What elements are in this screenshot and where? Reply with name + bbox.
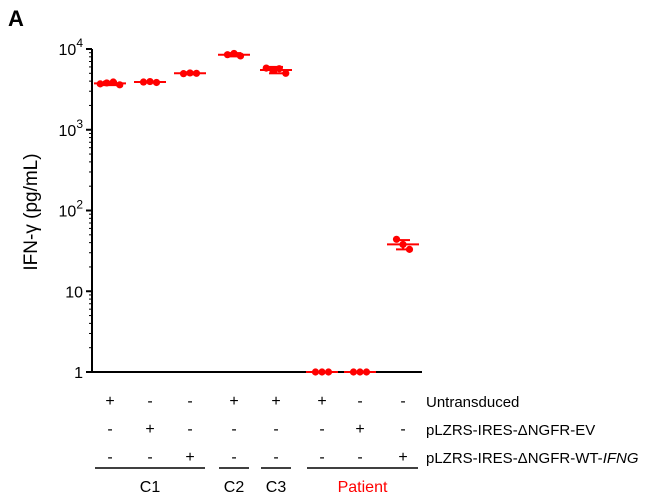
- data-point: [405, 245, 414, 253]
- y-tick-exponent: 3: [76, 117, 83, 131]
- y-tick-label: 1: [74, 365, 83, 382]
- condition-sign: -: [357, 393, 362, 410]
- data-point: [116, 81, 124, 89]
- y-tick-label: 103: [59, 117, 84, 140]
- data-point: [230, 49, 238, 58]
- condition-sign: -: [357, 449, 362, 466]
- data-point: [311, 368, 320, 376]
- condition-label: Untransduced: [426, 394, 519, 411]
- condition-label: pLZRS-IRES-ΔNGFR-EV: [426, 422, 595, 439]
- condition-label-text: pLZRS-IRES-ΔNGFR-WT-: [426, 450, 603, 467]
- data-point: [103, 79, 111, 87]
- y-tick-label: 102: [59, 198, 84, 221]
- group-label: C1: [140, 479, 161, 496]
- data-point: [399, 240, 407, 249]
- y-tick-exponent: 2: [76, 198, 83, 212]
- sample-column-2: [134, 77, 166, 87]
- y-tick-base: 10: [59, 42, 77, 59]
- condition-sign: -: [107, 449, 112, 466]
- condition-sign: -: [231, 449, 236, 466]
- data-point: [192, 69, 201, 77]
- condition-sign: -: [231, 421, 236, 438]
- condition-sign: -: [107, 421, 112, 438]
- condition-sign: +: [229, 393, 238, 410]
- sample-column-7: [344, 368, 376, 376]
- sample-column-5: [260, 64, 292, 77]
- y-axis-label: IFN-γ (pg/mL): [21, 153, 42, 270]
- group-label: C2: [224, 479, 245, 496]
- sample-groups: C1 C2 C3 Patient: [95, 467, 418, 496]
- data-point: [392, 235, 401, 243]
- condition-sign: -: [187, 393, 192, 410]
- condition-sign: -: [147, 393, 152, 410]
- data-point: [269, 66, 277, 74]
- data-point: [262, 64, 270, 72]
- condition-sign: -: [273, 449, 278, 466]
- y-tick-base: 10: [59, 123, 77, 140]
- condition-sign: -: [273, 421, 278, 438]
- sample-column-3: [174, 69, 206, 78]
- y-tick-label: 104: [59, 36, 84, 59]
- condition-sign: +: [185, 449, 194, 466]
- y-tick-base: 10: [59, 204, 77, 221]
- group-label: C3: [266, 479, 287, 496]
- y-tick-base: 10: [65, 284, 83, 301]
- data-point: [362, 368, 371, 376]
- data-point: [223, 51, 232, 59]
- data-points: [94, 49, 419, 376]
- condition-sign: -: [319, 421, 324, 438]
- sample-column-8: [387, 235, 419, 253]
- data-point: [96, 80, 104, 88]
- data-point: [109, 78, 117, 86]
- condition-sign: +: [271, 393, 280, 410]
- condition-label-gene: IFNG: [603, 450, 639, 467]
- condition-sign: -: [400, 421, 405, 438]
- data-point: [139, 78, 148, 86]
- condition-sign: +: [398, 449, 407, 466]
- data-point: [236, 52, 245, 60]
- y-tick-exponent: 4: [76, 36, 83, 50]
- group-label: Patient: [338, 479, 388, 496]
- condition-sign: -: [147, 449, 152, 466]
- data-point: [186, 69, 194, 77]
- condition-label-text: pLZRS-IRES-ΔNGFR-EV: [426, 422, 595, 439]
- condition-sign: -: [187, 421, 192, 438]
- condition-sign: +: [145, 421, 154, 438]
- panel-label: A: [8, 6, 24, 31]
- condition-table: + - - + + + - - Untransduced - + - - - - + - pLZRS-IRES-Δ…: [105, 393, 639, 467]
- data-point: [318, 368, 326, 376]
- condition-label-text: Untransduced: [426, 394, 519, 411]
- data-point: [146, 77, 154, 86]
- data-point: [356, 368, 364, 376]
- sample-column-6: [306, 368, 338, 376]
- data-point: [349, 368, 358, 376]
- condition-sign: +: [317, 393, 326, 410]
- condition-sign: +: [105, 393, 114, 410]
- data-point: [152, 78, 161, 87]
- sample-column-1: [94, 78, 126, 89]
- data-point: [324, 368, 333, 376]
- data-point: [275, 65, 283, 73]
- condition-sign: +: [355, 421, 364, 438]
- condition-sign: -: [319, 449, 324, 466]
- y-tick-label: 10: [65, 284, 83, 301]
- condition-label: pLZRS-IRES-ΔNGFR-WT-IFNG: [426, 450, 639, 467]
- data-point: [179, 70, 188, 78]
- condition-sign: -: [400, 393, 405, 410]
- y-tick-base: 1: [74, 365, 83, 382]
- sample-column-4: [218, 49, 250, 60]
- data-point: [282, 69, 290, 77]
